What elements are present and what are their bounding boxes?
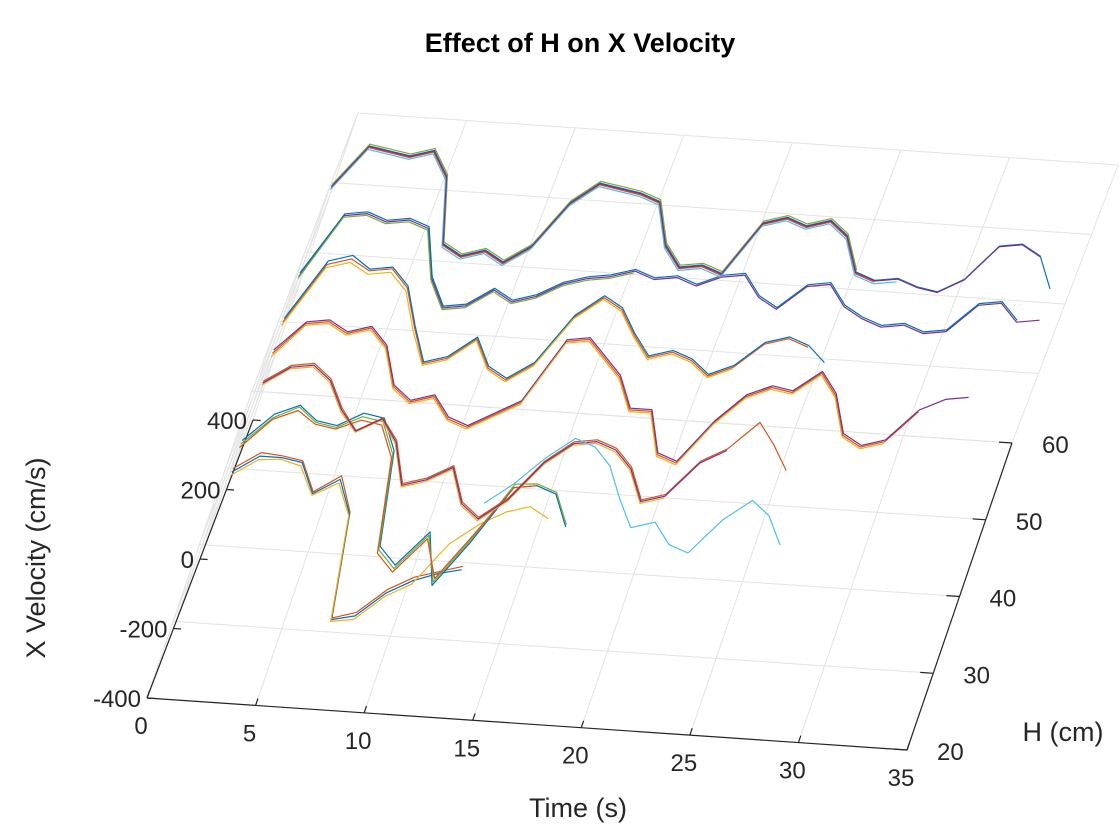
gridline-back-z: [331, 182, 1092, 235]
y-tick-label: 30: [963, 662, 990, 689]
series-layer: [230, 143, 1051, 623]
gridline-left-z: [173, 321, 279, 629]
x-tick-label: 5: [243, 720, 256, 747]
grid-layer: [146, 112, 1119, 751]
gridline-back-z: [304, 251, 1066, 305]
series-line-23: [329, 148, 897, 285]
x-tick-label: 30: [779, 758, 806, 785]
series-line-7: [262, 362, 787, 518]
x-axis-line: [146, 697, 908, 751]
gridline-floor-y: [199, 544, 960, 597]
z-tick-mark: [252, 419, 261, 422]
series-line-15: [283, 254, 825, 379]
series-line-21: [330, 147, 875, 283]
series-line-16: [281, 261, 734, 383]
y-tick-mark: [893, 748, 908, 751]
z-tick-label: 200: [180, 478, 220, 505]
x-tick-mark: [689, 728, 693, 736]
gridline-back-z: [278, 321, 1039, 374]
x-tick-mark: [363, 705, 368, 714]
gridline-floor-y: [225, 467, 986, 521]
x-axis-label: Time (s): [529, 793, 627, 823]
gridline-left-z: [199, 251, 306, 560]
x-tick-label: 10: [345, 728, 372, 755]
series-line-10: [483, 437, 781, 554]
z-tick-mark: [199, 558, 208, 561]
y-tick-mark: [972, 518, 986, 521]
z-tick-label: 400: [207, 408, 247, 435]
x-tick-mark: [146, 690, 150, 699]
y-tick-label: 40: [990, 586, 1017, 613]
y-tick-mark: [998, 441, 1013, 444]
gridline-back-z: [357, 112, 1119, 166]
series-line-3: [230, 458, 549, 623]
x-tick-label: 35: [888, 765, 915, 792]
series-line-2: [231, 455, 462, 621]
z-tick-mark: [226, 488, 235, 491]
series-line-1: [232, 452, 464, 619]
series-line-17: [298, 213, 1040, 335]
series-line-22: [331, 143, 858, 273]
series-line-24: [330, 146, 1041, 294]
z-tick-mark: [173, 627, 182, 630]
y-tick-mark: [920, 671, 934, 674]
series-line-5: [240, 406, 567, 583]
gridline-left-z: [146, 390, 253, 699]
x-tick-mark: [255, 698, 259, 706]
series-line-19: [297, 214, 635, 311]
series-line-11: [272, 321, 919, 464]
y-tick-label: 50: [1016, 509, 1043, 536]
y-axis-label: H (cm): [1023, 717, 1104, 747]
axis-layer: 0 5 10 15 20 25 30 35 20 30 40 50 60 -400 -200 0 200 400: [93, 408, 1069, 792]
y-tick-mark: [946, 595, 960, 598]
z-axis-label: X Velocity (cm/s): [21, 457, 51, 658]
series-line-12: [273, 319, 969, 462]
x-tick-mark: [472, 713, 476, 721]
x-tick-label: 0: [134, 713, 147, 740]
z-tick-label: 0: [181, 547, 194, 574]
x-tick-label: 15: [453, 735, 480, 762]
z-tick-label: -400: [93, 686, 141, 713]
x-tick-label: 25: [671, 750, 698, 777]
x-tick-mark: [580, 720, 585, 728]
series-line-13: [270, 322, 885, 466]
series-line-8: [261, 366, 665, 522]
z-tick-mark: [146, 697, 155, 700]
series-line-9: [262, 364, 728, 520]
z-tick-label: -200: [119, 617, 167, 644]
series-line-6: [239, 409, 537, 580]
gridline-back-z: [251, 390, 1013, 444]
x-tick-mark: [797, 735, 802, 743]
y-tick-label: 20: [937, 739, 964, 766]
y-tick-label: 60: [1042, 432, 1069, 459]
x-tick-mark: [906, 742, 910, 751]
series-line-18: [299, 211, 1018, 333]
gridline-floor-y: [173, 620, 934, 674]
chart-title: Effect of H on X Velocity: [425, 28, 736, 58]
label-layer: Effect of H on X Velocity Time (s) H (cm…: [21, 28, 1103, 823]
x-tick-label: 20: [562, 743, 589, 770]
series-line-14: [282, 258, 809, 381]
